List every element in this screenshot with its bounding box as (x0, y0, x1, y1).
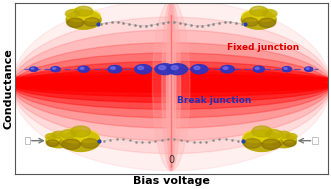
Ellipse shape (12, 68, 331, 102)
Circle shape (29, 67, 38, 71)
Circle shape (75, 6, 93, 16)
Circle shape (51, 67, 60, 72)
Circle shape (266, 130, 282, 138)
Circle shape (250, 6, 268, 16)
Circle shape (271, 134, 286, 142)
Circle shape (223, 67, 228, 69)
Ellipse shape (12, 53, 331, 118)
Circle shape (80, 67, 84, 69)
Y-axis label: Conductance: Conductance (3, 48, 14, 129)
Circle shape (46, 134, 71, 148)
Circle shape (287, 134, 297, 139)
Circle shape (253, 66, 264, 72)
Circle shape (45, 134, 56, 139)
Ellipse shape (12, 43, 331, 128)
Circle shape (241, 10, 276, 29)
Circle shape (138, 66, 144, 70)
Circle shape (61, 129, 87, 143)
Circle shape (81, 10, 101, 21)
Circle shape (242, 18, 258, 26)
Circle shape (71, 126, 90, 137)
Circle shape (279, 133, 296, 142)
Circle shape (284, 140, 296, 146)
Circle shape (61, 130, 100, 151)
X-axis label: Bias voltage: Bias voltage (133, 176, 210, 186)
Ellipse shape (12, 72, 331, 87)
Ellipse shape (166, 0, 176, 171)
Circle shape (243, 130, 281, 151)
Ellipse shape (169, 0, 173, 171)
Circle shape (242, 10, 261, 21)
Circle shape (277, 131, 290, 138)
Circle shape (159, 66, 166, 70)
Circle shape (53, 67, 56, 69)
Text: Fixed junction: Fixed junction (227, 43, 300, 52)
Circle shape (52, 131, 65, 138)
Circle shape (46, 133, 63, 142)
Circle shape (66, 9, 90, 22)
Circle shape (194, 66, 200, 70)
Ellipse shape (12, 17, 331, 154)
Circle shape (78, 66, 89, 72)
Ellipse shape (153, 0, 190, 171)
Ellipse shape (12, 75, 331, 84)
Text: 0: 0 (168, 155, 174, 165)
Circle shape (62, 139, 80, 149)
Circle shape (155, 64, 175, 75)
Ellipse shape (12, 77, 331, 82)
Ellipse shape (12, 67, 331, 91)
Ellipse shape (12, 61, 331, 109)
Ellipse shape (12, 79, 331, 92)
Circle shape (306, 68, 309, 69)
Circle shape (191, 65, 208, 74)
Circle shape (272, 139, 283, 146)
Text: Break junction: Break junction (177, 96, 252, 105)
Circle shape (59, 139, 71, 146)
Ellipse shape (12, 74, 331, 97)
Circle shape (81, 139, 99, 148)
Ellipse shape (12, 78, 331, 81)
Ellipse shape (12, 0, 331, 171)
Circle shape (220, 65, 234, 73)
Circle shape (244, 139, 261, 148)
Circle shape (305, 67, 313, 71)
Circle shape (171, 66, 178, 70)
Circle shape (66, 10, 101, 29)
Circle shape (253, 9, 276, 22)
Circle shape (135, 65, 152, 74)
Ellipse shape (12, 30, 331, 141)
Circle shape (84, 18, 100, 26)
Circle shape (57, 134, 71, 142)
Circle shape (108, 65, 122, 73)
Circle shape (67, 18, 84, 27)
Circle shape (77, 131, 99, 143)
Circle shape (282, 67, 292, 72)
Ellipse shape (162, 0, 181, 171)
Circle shape (31, 68, 34, 69)
Circle shape (263, 10, 277, 17)
Circle shape (46, 140, 59, 146)
Circle shape (111, 67, 116, 69)
Circle shape (271, 134, 296, 148)
Circle shape (60, 130, 76, 138)
Circle shape (167, 64, 187, 75)
Circle shape (259, 18, 276, 27)
Circle shape (262, 139, 281, 149)
Circle shape (284, 67, 287, 69)
Circle shape (255, 67, 259, 69)
Circle shape (65, 10, 79, 17)
Circle shape (255, 129, 281, 143)
Ellipse shape (12, 81, 331, 90)
Circle shape (243, 131, 265, 143)
Circle shape (252, 126, 272, 137)
